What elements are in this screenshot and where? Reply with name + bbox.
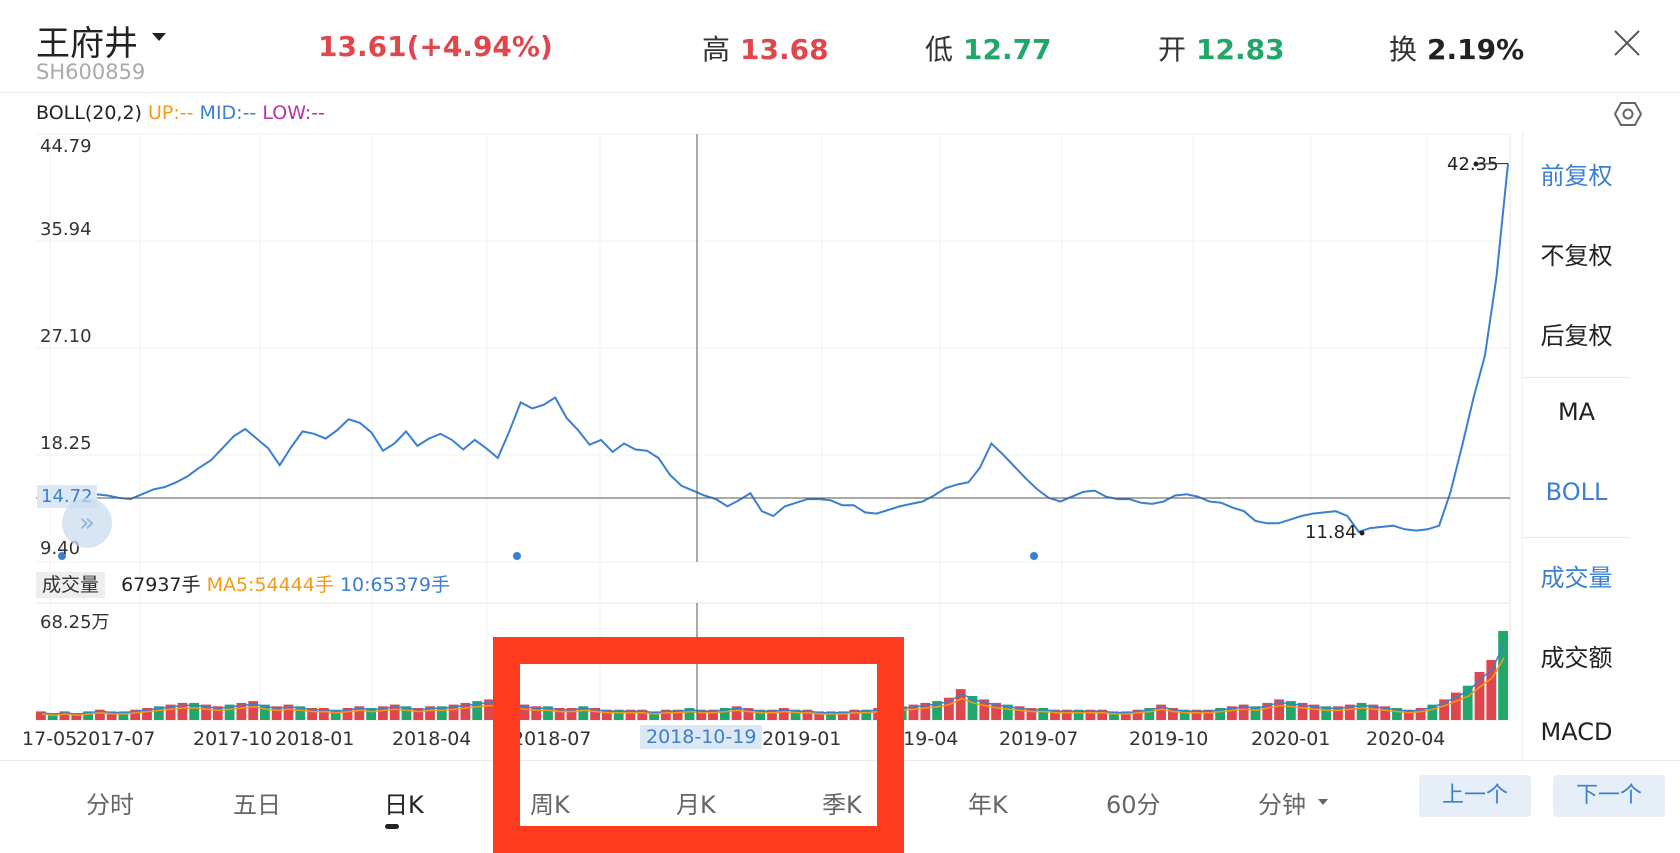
volume-bar bbox=[1498, 631, 1508, 720]
x-tick-label: 2019-04 bbox=[879, 728, 958, 750]
right-panel-item[interactable]: MA bbox=[1523, 398, 1630, 426]
period-tab[interactable]: 分钟 bbox=[1258, 785, 1306, 820]
period-tab[interactable]: 年K bbox=[968, 785, 1008, 820]
volume-legend: 成交量 67937手 MA5:54444手 10:65379手 bbox=[36, 570, 450, 597]
right-option-panel: 前复权不复权后复权 MA BOLL 成交量成交额 MACD bbox=[1522, 132, 1630, 760]
chart-grid bbox=[36, 134, 1510, 720]
period-tab[interactable]: 60分 bbox=[1106, 785, 1161, 820]
x-tick-label: 17-05 bbox=[22, 728, 77, 750]
x-tick-label: 2020-04 bbox=[1366, 728, 1445, 750]
x-tick-label: 2019-01 bbox=[762, 728, 841, 750]
right-panel-divider bbox=[1523, 377, 1630, 378]
max-price-label: 42.35 bbox=[1447, 154, 1499, 175]
period-tab[interactable]: 五日 bbox=[233, 785, 281, 820]
y-tick-label: 18.25 bbox=[40, 433, 92, 454]
volume-tag[interactable]: 成交量 bbox=[36, 572, 105, 598]
right-panel-item[interactable]: BOLL bbox=[1523, 478, 1630, 506]
volume-max-label: 68.25万 bbox=[40, 608, 110, 634]
period-tab[interactable]: 日K bbox=[384, 785, 424, 820]
right-panel-divider bbox=[1523, 537, 1630, 538]
x-tick-label: 2018-07 bbox=[512, 728, 591, 750]
x-tick-label: 2017-10 bbox=[193, 728, 272, 750]
right-panel-item[interactable]: 前复权 bbox=[1523, 156, 1630, 191]
double-chevron-right-icon[interactable]: » bbox=[62, 498, 112, 548]
event-dot bbox=[1030, 552, 1038, 560]
volume-ma5: MA5:54444手 bbox=[207, 574, 334, 596]
chevron-down-icon[interactable] bbox=[1318, 799, 1328, 805]
period-tab[interactable]: 周K bbox=[530, 785, 570, 820]
y-tick-label: 44.79 bbox=[40, 136, 92, 157]
period-tab[interactable]: 月K bbox=[676, 785, 716, 820]
x-tick-label: 2020-01 bbox=[1251, 728, 1330, 750]
x-tick-label: 2019-10 bbox=[1129, 728, 1208, 750]
volume-ma10: 10:65379手 bbox=[340, 574, 450, 596]
active-tab-indicator bbox=[385, 824, 399, 829]
cursor-date-label: 2018-10-19 bbox=[640, 725, 762, 749]
period-tab[interactable]: 分时 bbox=[86, 785, 134, 820]
right-panel-item[interactable]: 后复权 bbox=[1523, 316, 1630, 351]
event-dot bbox=[513, 552, 521, 560]
right-panel-item[interactable]: 不复权 bbox=[1523, 236, 1630, 271]
right-panel-item[interactable]: 成交量 bbox=[1523, 558, 1630, 593]
x-tick-label: 2017-07 bbox=[76, 728, 155, 750]
y-tick-label: 35.94 bbox=[40, 219, 92, 240]
right-panel-item[interactable]: MACD bbox=[1523, 718, 1630, 746]
min-price-label: 11.84 bbox=[1305, 522, 1357, 543]
x-tick-label: 2018-04 bbox=[392, 728, 471, 750]
y-tick-label: 27.10 bbox=[40, 326, 92, 347]
kline-chart[interactable] bbox=[0, 0, 1680, 828]
volume-ma-line bbox=[42, 644, 1504, 714]
period-tab[interactable]: 季K bbox=[822, 785, 862, 820]
prev-button[interactable]: 上一个 bbox=[1419, 775, 1531, 817]
next-button[interactable]: 下一个 bbox=[1553, 775, 1665, 817]
x-tick-label: 2018-01 bbox=[275, 728, 354, 750]
volume-current: 67937手 bbox=[121, 574, 200, 596]
chart-markers bbox=[58, 162, 1508, 561]
x-tick-label: 2019-07 bbox=[999, 728, 1078, 750]
right-panel-item[interactable]: 成交额 bbox=[1523, 638, 1630, 673]
